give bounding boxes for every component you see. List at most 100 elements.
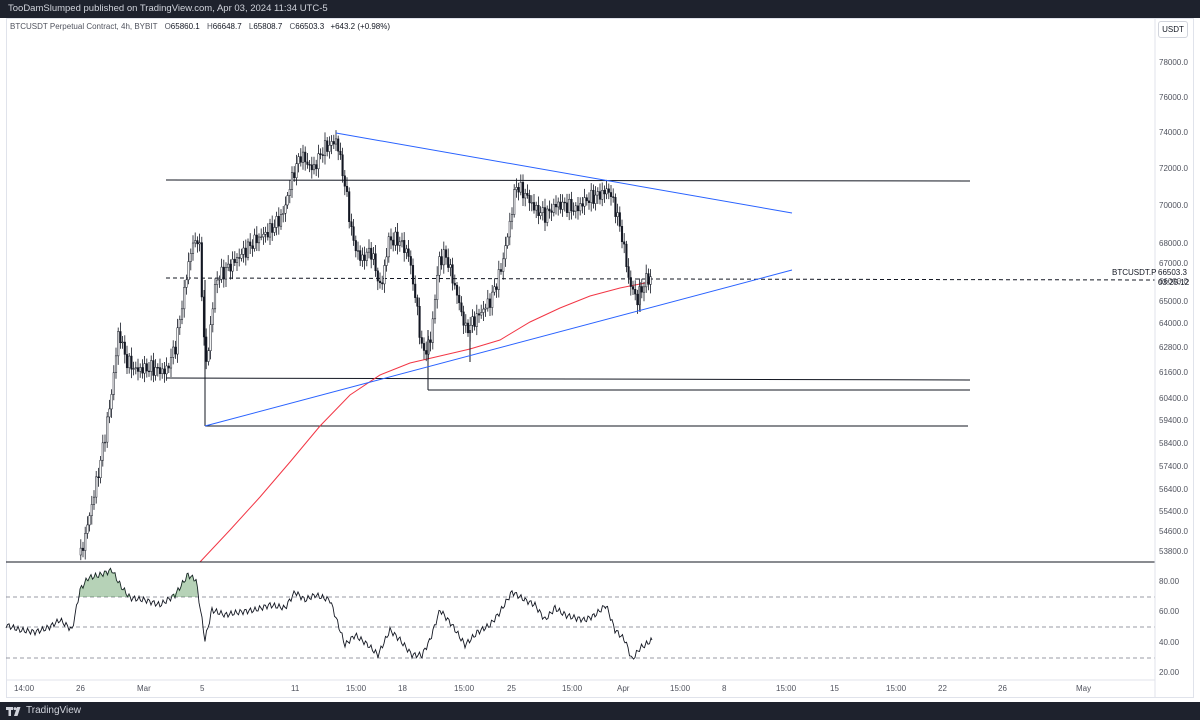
candle-body bbox=[405, 248, 408, 253]
candle-body bbox=[504, 245, 507, 260]
currency-button[interactable]: USDT bbox=[1158, 21, 1188, 38]
time-axis-label: 26 bbox=[998, 684, 1007, 693]
candle-body bbox=[370, 247, 373, 260]
candle-body bbox=[378, 280, 382, 283]
candle-body bbox=[515, 187, 518, 190]
candle-body bbox=[583, 197, 586, 207]
candle-body bbox=[158, 367, 162, 374]
candle-body bbox=[568, 198, 571, 213]
price-axis-label: 66000.0 bbox=[1159, 277, 1188, 286]
candle-body bbox=[561, 201, 564, 210]
candle-body bbox=[136, 367, 140, 372]
candle-body bbox=[460, 302, 463, 313]
candle-body bbox=[389, 236, 393, 241]
candle-body bbox=[418, 306, 421, 338]
candle-body bbox=[548, 208, 551, 212]
candle-body bbox=[295, 163, 298, 179]
candle-body bbox=[196, 240, 199, 245]
candle-body bbox=[172, 346, 175, 358]
candle-body bbox=[235, 257, 239, 263]
candle-body bbox=[616, 212, 619, 217]
candle-body bbox=[526, 193, 529, 196]
level-line bbox=[165, 179, 971, 182]
price-axis-label: 64000.0 bbox=[1159, 319, 1188, 328]
candle-body bbox=[81, 547, 85, 551]
candle-body bbox=[620, 226, 624, 243]
candle-body bbox=[317, 153, 320, 170]
candle-body bbox=[477, 313, 481, 316]
axes: 78000.0 76000.0 74000.0 72000.0 70000.0 68000… bbox=[6, 18, 1188, 698]
candle-body bbox=[458, 294, 461, 304]
candle-body bbox=[497, 269, 500, 290]
horizontal-levels bbox=[165, 179, 1156, 427]
candle-body bbox=[321, 154, 324, 156]
candle-body bbox=[506, 236, 509, 246]
candle-body bbox=[209, 324, 212, 351]
candle-body bbox=[587, 200, 591, 203]
candle-body bbox=[106, 416, 109, 443]
candle-body bbox=[451, 264, 454, 284]
candle-body bbox=[277, 216, 280, 227]
candle-body bbox=[642, 286, 646, 293]
candle-body bbox=[400, 240, 404, 243]
time-axis-label: 15:00 bbox=[454, 684, 475, 693]
candle-body bbox=[218, 278, 221, 281]
candle-body bbox=[585, 197, 588, 202]
candle-body bbox=[539, 212, 542, 216]
candle-body bbox=[198, 242, 201, 245]
candle-body bbox=[108, 408, 111, 418]
candle-body bbox=[90, 504, 93, 516]
candle-body bbox=[95, 476, 98, 498]
candle-body bbox=[422, 343, 426, 351]
candle-body bbox=[486, 298, 489, 309]
candle-body bbox=[211, 308, 214, 325]
candle-body bbox=[264, 231, 267, 235]
candle-body bbox=[117, 331, 120, 357]
candle-body bbox=[554, 204, 558, 208]
candle-body bbox=[396, 231, 399, 246]
candle-body bbox=[354, 240, 357, 252]
tradingview-logo[interactable]: TradingView bbox=[6, 702, 81, 720]
rsi-axis-label: 20.00 bbox=[1159, 668, 1180, 677]
candle-body bbox=[165, 365, 168, 375]
candle-body bbox=[227, 263, 230, 268]
candle-body bbox=[535, 204, 538, 211]
candle-body bbox=[559, 201, 562, 210]
price-axis-label: 68000.0 bbox=[1159, 239, 1188, 248]
candle-body bbox=[361, 254, 364, 261]
price-axis-label: 74000.0 bbox=[1159, 128, 1188, 137]
candle-body bbox=[216, 279, 219, 285]
candle-body bbox=[251, 245, 254, 249]
candle-body bbox=[356, 250, 360, 252]
candle-body bbox=[521, 182, 525, 199]
candle-body bbox=[462, 311, 465, 326]
candle-body bbox=[92, 496, 96, 505]
chart-frame[interactable] bbox=[6, 18, 1194, 698]
time-axis-label: 8 bbox=[722, 684, 727, 693]
price-axis-label: 76000.0 bbox=[1159, 93, 1188, 102]
candle-body bbox=[334, 138, 338, 145]
candle-body bbox=[550, 210, 553, 213]
candle-body bbox=[499, 269, 503, 272]
candle-body bbox=[449, 264, 452, 268]
candle-body bbox=[163, 368, 166, 375]
candle-body bbox=[297, 156, 300, 164]
candle-body bbox=[537, 204, 540, 216]
candle-body bbox=[343, 175, 346, 187]
candle-body bbox=[273, 227, 276, 233]
time-axis-label: Mar bbox=[137, 684, 151, 693]
candlesticks bbox=[79, 130, 652, 561]
time-axis-label: Apr bbox=[617, 684, 630, 693]
rsi-indicator bbox=[5, 567, 1155, 660]
candle-body bbox=[312, 164, 316, 171]
candle-body bbox=[546, 208, 549, 223]
candle-body bbox=[649, 276, 652, 285]
candle-body bbox=[345, 185, 349, 192]
candle-body bbox=[636, 293, 639, 306]
moving-average bbox=[199, 281, 651, 563]
candle-body bbox=[411, 265, 415, 285]
candle-body bbox=[565, 202, 569, 213]
candle-body bbox=[222, 266, 225, 280]
price-axis-label: 62800.0 bbox=[1159, 343, 1188, 352]
